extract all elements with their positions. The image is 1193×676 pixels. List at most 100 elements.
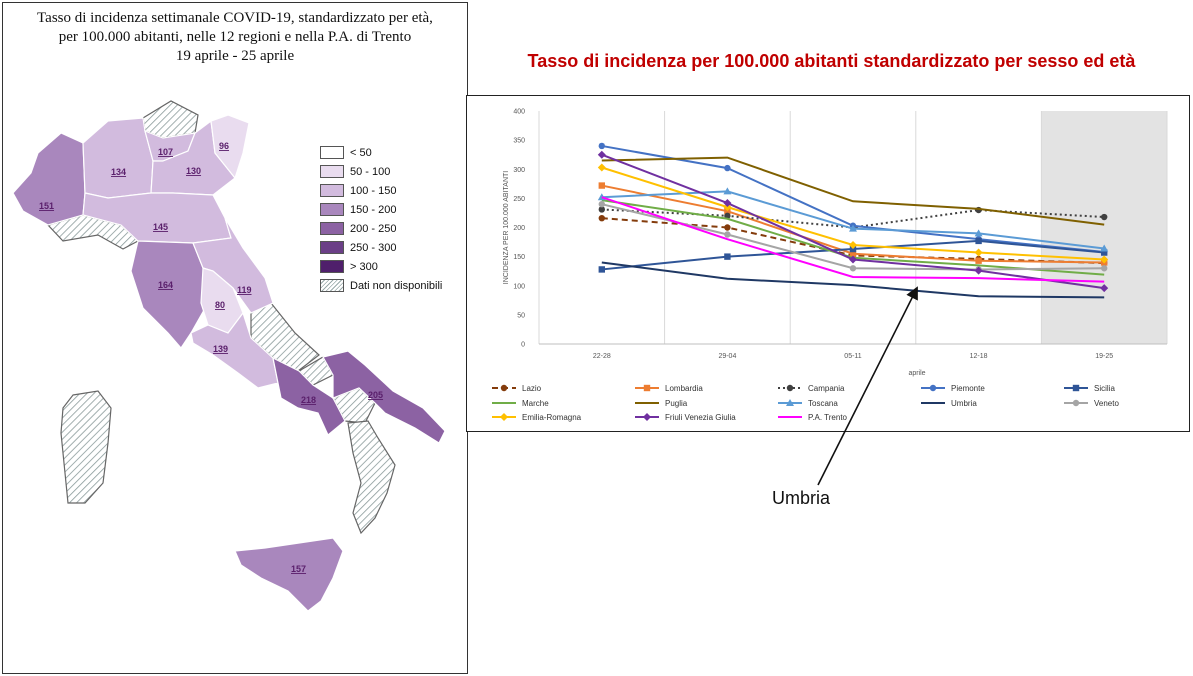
x-tick-label: 05-11: [844, 353, 861, 360]
legend-row: Dati non disponibili: [320, 276, 442, 295]
data-point: [975, 257, 982, 264]
label-umbria: 80: [215, 300, 225, 310]
legend-entry: Piemonte: [921, 384, 985, 393]
data-point: [849, 255, 857, 264]
legend-marker: [786, 399, 794, 406]
legend-marker: [643, 413, 651, 421]
label-lombardia: 134: [111, 167, 126, 177]
legend-swatch: [320, 146, 344, 159]
legend-marker: [786, 384, 794, 392]
label-marche: 119: [237, 285, 252, 295]
legend-entry: Puglia: [635, 399, 688, 408]
line-chart-box: 0 50 100 150 200 250 300 350 400 22-28 29-04 05-11 1…: [466, 95, 1190, 432]
series-puglia: [601, 156, 1105, 226]
data-point: [1101, 249, 1108, 256]
x-tick-label: 12-18: [970, 353, 988, 360]
data-point: [598, 206, 605, 213]
legend-label: Lombardia: [665, 384, 703, 393]
data-point: [597, 150, 606, 159]
label-puglia: 205: [368, 390, 383, 400]
legend-entry: Umbria: [921, 399, 977, 408]
series-friuli-venezia-giulia: [597, 150, 1109, 293]
data-point: [598, 214, 605, 222]
legend-entry: Lombardia: [635, 384, 703, 393]
legend-label: Campania: [808, 384, 845, 393]
data-point: [849, 250, 857, 257]
legend-swatch: [320, 165, 344, 178]
data-point: [1100, 244, 1109, 252]
data-point: [1100, 255, 1109, 264]
label-lazio: 139: [213, 344, 228, 354]
y-tick-label: 400: [513, 109, 525, 116]
legend-row: 100 - 150: [320, 181, 442, 200]
region-sicilia: [234, 537, 344, 612]
legend-label: Piemonte: [951, 384, 985, 393]
legend-row: 50 - 100: [320, 162, 442, 181]
y-tick-label: 200: [513, 225, 525, 232]
legend-swatch: [320, 260, 344, 273]
region-calabria: [347, 420, 396, 535]
legend-label: > 300: [350, 260, 378, 273]
legend-swatch: [320, 279, 344, 292]
series-line: [601, 196, 1105, 283]
label-friuli: 96: [219, 141, 229, 151]
legend-label: Sicilia: [1094, 384, 1115, 393]
legend-label: < 50: [350, 146, 372, 159]
legend-row: < 50: [320, 143, 442, 162]
chart-title: Tasso di incidenza per 100.000 abitanti …: [527, 51, 1136, 71]
legend-entry: Emilia-Romagna: [492, 413, 582, 422]
label-trento: 107: [158, 147, 173, 157]
series-line: [601, 156, 1105, 226]
data-point: [724, 253, 731, 260]
legend-swatch: [320, 184, 344, 197]
legend-entry: Marche: [492, 399, 549, 408]
region-sardegna: [60, 390, 112, 504]
data-point: [1101, 265, 1108, 272]
y-tick-label: 0: [521, 342, 525, 349]
y-tick-label: 100: [513, 283, 525, 290]
data-point: [598, 201, 605, 208]
legend-marker: [500, 413, 508, 421]
y-axis-label: INCIDENZA PER 100.000 ABITANTI: [503, 171, 510, 285]
series-sicilia: [598, 237, 1108, 273]
legend-marker: [643, 384, 651, 392]
label-toscana: 164: [158, 280, 173, 290]
legend-entry: Campania: [778, 384, 845, 393]
legend-label: 250 - 300: [350, 241, 397, 254]
italy-map: 151 134 107 130 96 145 164 119 80 139 21…: [12, 100, 446, 612]
label-campania: 218: [301, 395, 316, 405]
data-point: [597, 163, 606, 172]
data-point: [723, 199, 732, 208]
legend-marker: [1072, 399, 1080, 407]
series-emilia-romagna: [597, 163, 1109, 264]
data-point: [724, 207, 731, 215]
legend-row: > 300: [320, 257, 442, 276]
map-legend: < 50 50 - 100 100 - 150 150 - 200 200 - …: [320, 143, 442, 295]
region-lombardia: [82, 117, 154, 199]
legend-label: 200 - 250: [350, 222, 397, 235]
y-tick-label: 250: [513, 196, 525, 203]
y-tick-label: 50: [517, 312, 525, 319]
legend-row: 200 - 250: [320, 219, 442, 238]
series-line: [601, 261, 1105, 299]
map-title-line-3: 19 aprile - 25 aprile: [175, 48, 295, 64]
legend-label: 50 - 100: [350, 165, 391, 178]
map-title: Tasso di incidenza settimanale COVID-19,…: [3, 9, 467, 66]
legend-label: Dati non disponibili: [350, 279, 443, 292]
legend-label: Umbria: [951, 399, 977, 408]
data-point: [598, 182, 605, 189]
legend-marker: [1072, 384, 1080, 392]
legend-label: Toscana: [808, 399, 838, 408]
data-point: [724, 212, 731, 220]
legend-label: Marche: [522, 399, 549, 408]
map-title-line-1: Tasso di incidenza settimanale COVID-19,…: [37, 10, 433, 26]
x-tick-label: 29-04: [718, 353, 736, 360]
legend-entry: Friuli Venezia Giulia: [635, 413, 736, 422]
data-point: [598, 142, 605, 150]
series-umbria: [601, 261, 1105, 299]
legend-entry: Sicilia: [1064, 384, 1115, 393]
legend-label: 150 - 200: [350, 203, 397, 216]
legend-swatch: [320, 241, 344, 254]
legend-label: Puglia: [665, 399, 688, 408]
region-alto-adige: [142, 100, 199, 139]
